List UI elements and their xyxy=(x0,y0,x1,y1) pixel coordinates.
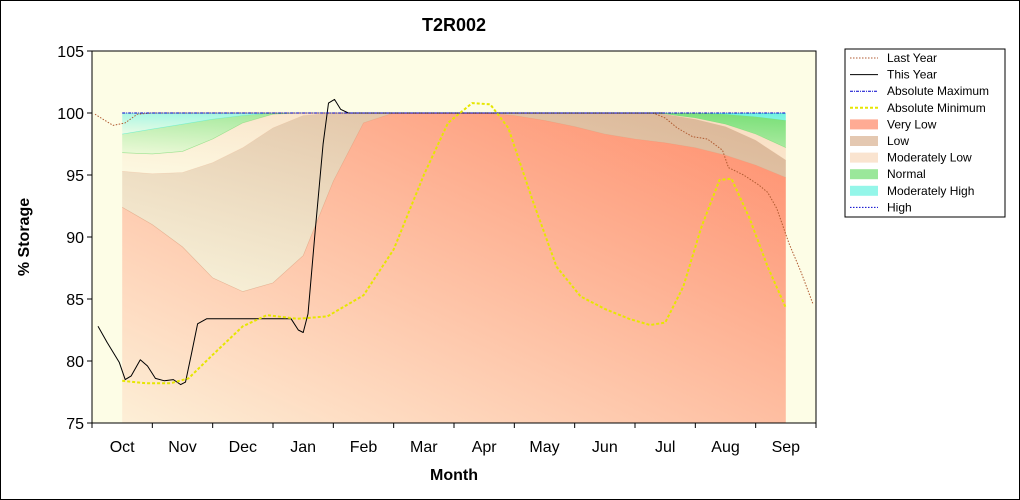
x-axis-label: Month xyxy=(430,467,478,484)
legend-swatch-normal xyxy=(850,169,878,180)
y-axis-label: % Storage xyxy=(16,198,33,276)
x-tick-label: Nov xyxy=(168,439,196,456)
x-tick-label: Jul xyxy=(655,439,675,456)
y-tick-label: 80 xyxy=(66,354,84,371)
x-tick-label: Feb xyxy=(350,439,378,456)
legend-label-last-year: Last Year xyxy=(887,51,937,65)
band-moderately-high xyxy=(122,113,786,135)
legend-label-low: Low xyxy=(887,134,909,148)
band-normal xyxy=(122,113,786,154)
axes-layer: 75 80 85 90 95 100 105 Oct Nov Dec Jan Feb Mar Apr May… xyxy=(57,44,817,456)
x-tick-label: Jun xyxy=(592,439,618,456)
legend-label-this-year: This Year xyxy=(887,68,937,82)
y-tick-label: 105 xyxy=(57,44,84,61)
band-moderately-low xyxy=(122,113,786,174)
x-tick-label: Oct xyxy=(110,439,135,456)
band-low xyxy=(122,113,786,292)
legend-label-normal: Normal xyxy=(887,167,926,181)
y-tick-label: 100 xyxy=(57,106,84,123)
chart-title: T2R002 xyxy=(422,15,486,35)
legend-label-high: High xyxy=(887,200,912,214)
legend-swatch-moderately-low xyxy=(850,152,878,163)
y-tick-label: 90 xyxy=(66,230,84,247)
y-tick-label: 75 xyxy=(66,416,84,433)
x-tick-label: Dec xyxy=(229,439,257,456)
series-this-year xyxy=(97,98,666,386)
bands-layer xyxy=(122,112,786,424)
legend-label-very-low: Very Low xyxy=(887,117,937,131)
legend-swatch-moderately-high xyxy=(850,185,878,196)
legend: Last Year This Year Absolute Maximum Absolu… xyxy=(844,48,1006,218)
legend-label-moderately-low: Moderately Low xyxy=(887,151,972,165)
x-tick-label: Sep xyxy=(772,439,801,456)
legend-label-absolute-maximum: Absolute Maximum xyxy=(887,84,989,98)
series-absolute-minimum xyxy=(122,102,787,385)
legend-swatch-low xyxy=(850,136,878,146)
y-tick-label: 85 xyxy=(66,292,84,309)
x-tick-label: Apr xyxy=(472,439,498,456)
x-tick-label: May xyxy=(529,439,559,456)
band-very-low xyxy=(122,113,786,423)
x-tick-label: Mar xyxy=(410,439,438,456)
legend-label-absolute-minimum: Absolute Minimum xyxy=(887,101,986,115)
y-tick-label: 95 xyxy=(66,168,84,185)
legend-label-moderately-high: Moderately High xyxy=(887,184,974,198)
legend-swatch-very-low xyxy=(850,119,878,130)
x-tick-label: Aug xyxy=(711,439,739,456)
x-tick-label: Jan xyxy=(290,439,316,456)
series-layer xyxy=(94,98,814,386)
